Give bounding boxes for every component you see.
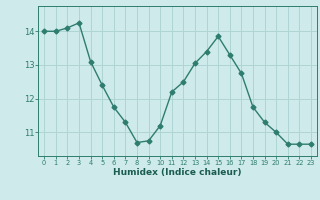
X-axis label: Humidex (Indice chaleur): Humidex (Indice chaleur) [113, 168, 242, 177]
